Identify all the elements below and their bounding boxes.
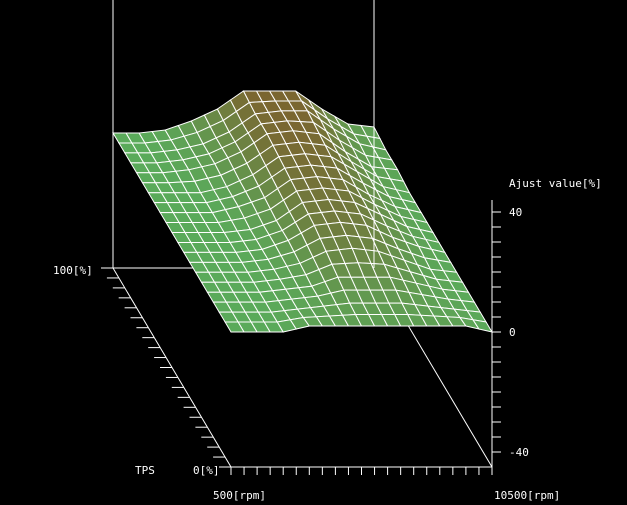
floor-axes	[101, 0, 501, 475]
tps-axis-label: TPS	[135, 464, 155, 477]
surface-mesh	[112, 90, 494, 333]
z-tick-label-0: 0	[509, 326, 516, 339]
tps-min-label: 0[%]	[193, 464, 220, 477]
z-tick-label-neg40: -40	[509, 446, 529, 459]
z-tick-label-40: 40	[509, 206, 522, 219]
rpm-max-label: 10500[rpm]	[494, 489, 560, 502]
surface-cell	[472, 319, 494, 333]
z-axis-label: Ajust value[%]	[509, 177, 602, 190]
tps-max-label: 100[%]	[53, 264, 93, 277]
rpm-min-label: 500[rpm]	[213, 489, 266, 502]
